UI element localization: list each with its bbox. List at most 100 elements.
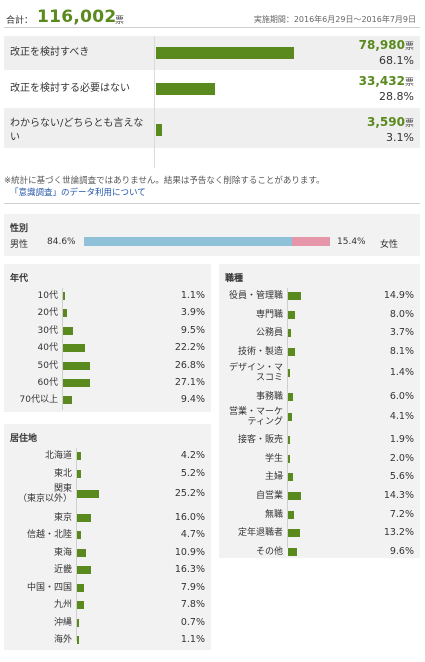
gender-male-pct: 84.6% (47, 237, 76, 247)
category-pct: 25.2% (174, 488, 205, 499)
result-votes: 33,432票 (358, 74, 414, 88)
result-vote-unit: 票 (404, 119, 414, 129)
category-bar (77, 583, 84, 592)
category-label: 近畿 (53, 565, 72, 575)
category-bar (288, 412, 292, 421)
category-label: 海外 (53, 635, 72, 645)
category-label: 学生 (264, 453, 283, 464)
category-bar (288, 310, 296, 319)
category-bar (77, 601, 84, 609)
category-label: 60代 (37, 378, 58, 388)
axis-line (62, 288, 63, 410)
region-panel-title: 居住地 (10, 434, 38, 444)
result-label: 改正を検討すべき (10, 47, 90, 58)
category-pct: 7.8% (180, 599, 205, 610)
category-pct: 7.2% (389, 508, 414, 520)
gender-female-pct: 15.4% (337, 237, 366, 247)
category-label: 関東 （東京以外） (17, 484, 72, 504)
result-votes: 3,590票 (367, 115, 414, 129)
category-label: 営業・マーケ ティング (228, 406, 283, 427)
summary-header: 合計： 116,002 票 実施期間：2016年6月29日〜2016年7月9日 (4, 6, 420, 28)
category-pct: 27.1% (174, 377, 205, 388)
category-pct: 4.7% (180, 529, 205, 540)
category-label: 定年退職者 (237, 528, 283, 539)
category-pct: 2.0% (389, 452, 414, 464)
category-bar (77, 636, 79, 644)
gender-panel: 性別 男性 84.6% 15.4% 女性 (4, 214, 420, 256)
category-pct: 13.2% (383, 527, 414, 539)
category-pct: 1.4% (389, 367, 414, 379)
category-bar (63, 361, 90, 370)
category-label: 中国・四国 (26, 582, 72, 593)
age-panel: 年代 10代 1.1% 20代 3.9% 30代 9.5% 40代 22.2% 50代 26.8%… (4, 264, 211, 412)
category-bar (288, 292, 302, 300)
category-pct: 4.1% (389, 410, 414, 422)
category-label: 技術・製造 (237, 346, 283, 357)
category-label: 信越・北陸 (26, 530, 72, 540)
category-label: 10代 (37, 291, 58, 301)
category-bar (288, 529, 300, 538)
gender-female-bar (292, 237, 330, 246)
category-pct: 3.9% (180, 307, 205, 319)
result-votes: 78,980票 (358, 38, 414, 52)
gender-title: 性別 (10, 224, 29, 234)
category-label: その他 (255, 546, 283, 557)
category-label: 20代 (37, 308, 58, 319)
category-bar (63, 344, 86, 353)
results-divider (154, 36, 155, 168)
category-pct: 8.0% (389, 308, 414, 320)
axis-line (76, 448, 77, 641)
category-pct: 6.0% (389, 391, 414, 402)
category-pct: 22.2% (174, 342, 205, 354)
gender-male-label: 男性 (10, 240, 29, 250)
category-pct: 8.1% (389, 345, 414, 357)
category-pct: 0.7% (180, 616, 205, 628)
result-label: わからない/どちらとも言えない (10, 118, 144, 143)
category-pct: 1.1% (180, 634, 205, 645)
category-label: 事務職 (255, 392, 283, 402)
category-pct: 3.7% (389, 327, 414, 339)
category-pct: 9.5% (180, 324, 205, 336)
occupation-panel: 職種 役員・管理職 14.9% 専門職 8.0% 公務員 3.7% 技術・製造 8.1% デザイ… (219, 264, 420, 558)
category-bar (288, 473, 294, 482)
category-label: 公務員 (255, 328, 283, 339)
disclaimer-note: ※統計に基づく世論調査ではありません。結果は予告なく削除することがあります。 (4, 176, 325, 186)
category-bar (288, 492, 301, 500)
result-pct: 68.1% (379, 54, 414, 67)
result-label: 改正を検討する必要はない (10, 83, 130, 94)
category-bar (63, 379, 91, 387)
category-pct: 5.6% (389, 471, 414, 483)
result-row: 改正を検討する必要はない 33,432票 28.8% (4, 72, 420, 106)
category-label: 接客・販売 (237, 435, 283, 446)
result-pct: 3.1% (386, 131, 414, 144)
category-label: 沖縄 (53, 617, 72, 628)
category-pct: 16.3% (174, 564, 205, 575)
data-usage-link[interactable]: 「意識調査」のデータ利用について (10, 188, 146, 198)
category-bar (77, 618, 79, 627)
category-bar (77, 513, 91, 522)
category-label: 主婦 (264, 472, 283, 483)
category-bar (288, 436, 290, 445)
result-row: 改正を検討すべき 78,980票 68.1% (4, 36, 420, 70)
category-pct: 10.9% (174, 546, 205, 558)
category-pct: 9.4% (180, 394, 205, 406)
category-label: 役員・管理職 (228, 291, 283, 301)
result-bar (156, 47, 295, 59)
category-label: 北海道 (44, 451, 72, 461)
total-unit: 票 (115, 16, 125, 26)
category-label: デザイン・マ スコミ (228, 363, 283, 384)
gender-male-bar (84, 237, 293, 246)
result-pct: 28.8% (379, 90, 414, 103)
category-pct: 4.2% (180, 450, 205, 461)
result-bar (156, 83, 215, 95)
axis-line (287, 288, 288, 549)
category-label: 30代 (37, 325, 58, 336)
category-bar (288, 454, 290, 463)
region-panel: 居住地 北海道 4.2% 東北 5.2% 関東 （東京以外） 25.2% 東京 16.0% 信越・… (4, 424, 211, 650)
category-label: 東北 (53, 468, 72, 479)
total-label: 合計： (6, 16, 34, 26)
category-bar (288, 369, 290, 378)
category-bar (288, 347, 296, 356)
category-bar (63, 326, 73, 335)
divider (4, 203, 420, 204)
